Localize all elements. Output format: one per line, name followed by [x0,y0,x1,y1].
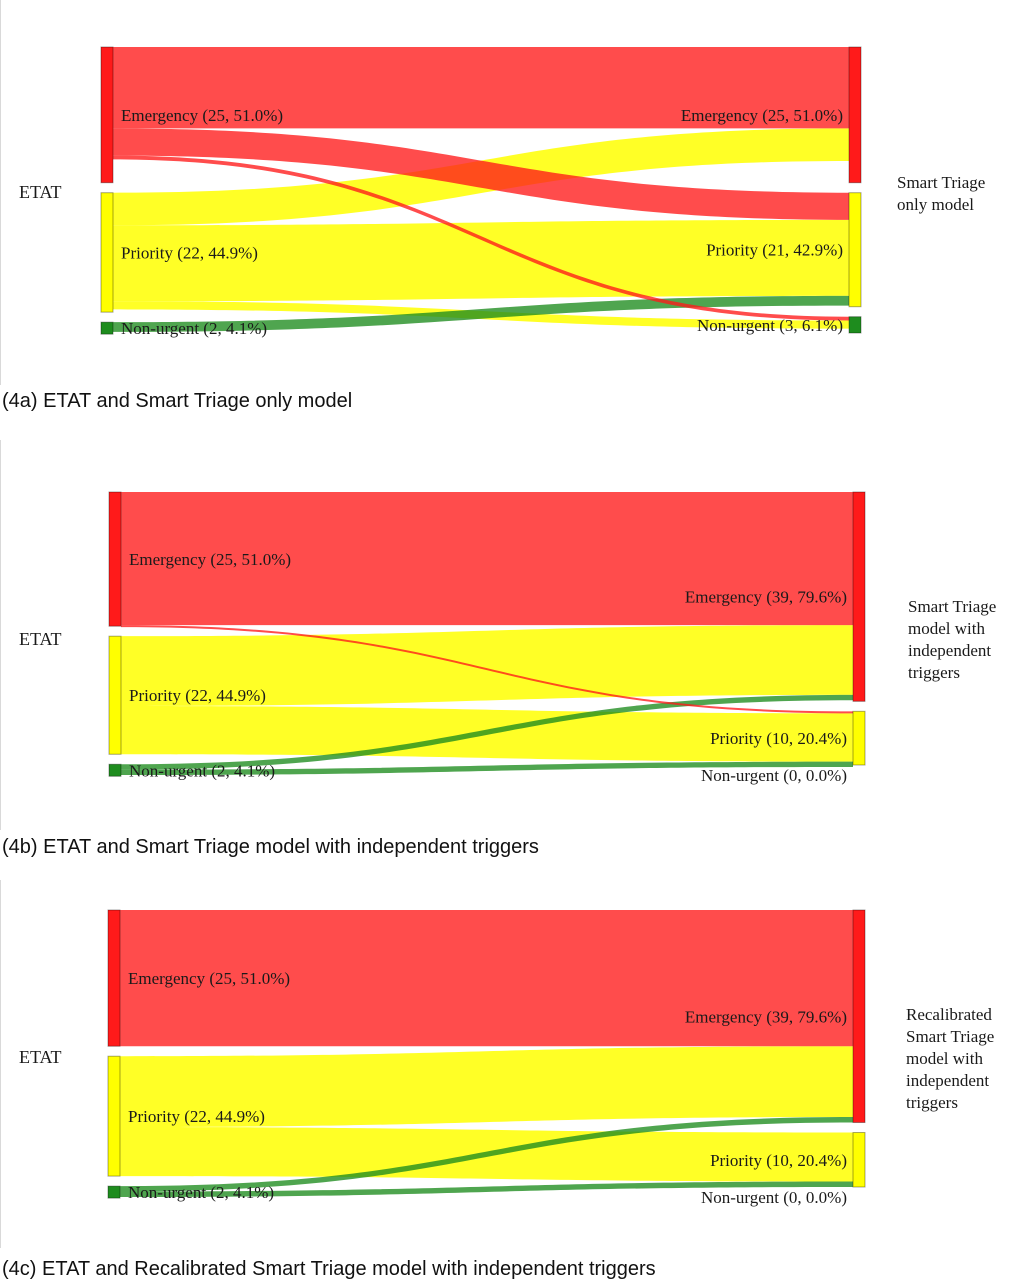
nodes [108,491,866,777]
left-node-label-non-urgent: Non-urgent (2, 4.1%) [129,761,275,780]
right-node-emergency [852,491,866,702]
flows [121,492,853,775]
left-node-label-emergency: Emergency (25, 51.0%) [121,106,283,125]
right-node-label-non-urgent: Non-urgent (3, 6.1%) [697,316,843,335]
flow-non-urgent-to-emergency [121,694,853,770]
right-label-line: independent [908,641,992,660]
right-label-line: Smart Triage [908,597,997,616]
left-node-non-urgent [100,321,114,335]
figure-caption-4a: (4a) ETAT and Smart Triage only model [2,390,353,412]
left-node-label-priority: Priority (22, 44.9%) [129,686,266,705]
node-labels: Emergency (25, 51.0%) Priority (22, 44.9%… [121,106,843,338]
left-node-label-priority: Priority (22, 44.9%) [128,1107,265,1126]
flow-priority-to-priority [113,219,849,302]
flow-non-urgent-to-priority [121,761,853,775]
right-node-label-priority: Priority (10, 20.4%) [710,729,847,748]
sankey-chart-4a: Emergency (25, 51.0%) Priority (22, 44.9%… [100,46,862,338]
left-node-priority [107,1055,121,1177]
right-node-label-emergency: Emergency (39, 79.6%) [685,1007,847,1026]
right-node-emergency [852,909,866,1124]
right-node-label-non-urgent: Non-urgent (0, 0.0%) [701,766,847,785]
right-node-label-non-urgent: Non-urgent (0, 0.0%) [701,1188,847,1207]
left-axis-label: ETAT [19,629,62,649]
right-node-priority [848,192,862,308]
flow-non-urgent-to-emergency [120,1117,853,1192]
left-node-label-emergency: Emergency (25, 51.0%) [128,969,290,988]
right-node-priority [852,1132,866,1188]
right-axis-label: Recalibrated Smart Triage model with ind… [906,1004,994,1114]
left-node-emergency [100,46,114,184]
right-label-line: model with [906,1049,983,1068]
flow-non-urgent-to-priority [120,1181,853,1197]
nodes [107,909,866,1199]
flow-emergency-to-emergency [121,492,853,626]
right-label-line: Recalibrated [906,1005,992,1024]
figure-caption-4b: (4b) ETAT and Smart Triage model with in… [2,836,539,858]
sankey-panel-4b: Emergency (25, 51.0%) Priority (22, 44.9%… [0,440,1016,870]
flows [113,47,849,332]
flow-emergency-to-non-urgent [113,155,849,321]
node-labels: Emergency (25, 51.0%) Priority (22, 44.9%… [129,550,847,785]
sankey-chart-4b: Emergency (25, 51.0%) Priority (22, 44.9%… [108,491,866,785]
left-node-priority [108,635,122,755]
right-node-non-urgent [848,316,862,334]
sankey-panel-4a: Emergency (25, 51.0%) Priority (22, 44.9%… [0,0,1016,420]
right-node-label-emergency: Emergency (25, 51.0%) [681,106,843,125]
flow-priority-to-emergency [121,625,853,706]
nodes [100,46,862,335]
left-node-label-non-urgent: Non-urgent (2, 4.1%) [121,319,267,338]
left-node-non-urgent [107,1185,121,1199]
sankey-chart-4c: Emergency (25, 51.0%) Priority (22, 44.9%… [107,909,866,1207]
left-node-label-priority: Priority (22, 44.9%) [121,243,258,262]
left-node-label-emergency: Emergency (25, 51.0%) [129,550,291,569]
left-node-non-urgent [108,763,122,777]
left-node-priority [100,192,114,313]
right-node-label-emergency: Emergency (39, 79.6%) [685,588,847,607]
right-axis-label: Smart Triage model with independent trig… [908,596,996,684]
panel-border [0,880,1,1248]
right-node-label-priority: Priority (10, 20.4%) [710,1151,847,1170]
right-label-line: Smart Triage [906,1027,995,1046]
right-label-line: independent [906,1071,990,1090]
left-node-label-non-urgent: Non-urgent (2, 4.1%) [128,1183,274,1202]
panel-border [0,440,1,830]
flow-priority-to-emergency [120,1046,853,1128]
figure-caption-4c: (4c) ETAT and Recalibrated Smart Triage … [2,1258,656,1280]
right-label-line: triggers [906,1093,958,1112]
right-node-emergency [848,46,862,184]
flows [120,910,853,1197]
flow-non-urgent-to-priority [113,295,849,332]
left-node-emergency [108,491,122,627]
right-label-line: Smart Triage [897,173,986,192]
left-node-emergency [107,909,121,1047]
left-axis-label: ETAT [19,182,62,202]
flow-emergency-to-emergency [113,47,849,129]
left-axis-label: ETAT [19,1047,62,1067]
flow-emergency-to-emergency [120,910,853,1047]
right-axis-label: Smart Triage only model [897,172,985,216]
right-label-line: only model [897,195,974,214]
right-label-line: triggers [908,663,960,682]
node-labels: Emergency (25, 51.0%) Priority (22, 44.9%… [128,969,847,1207]
sankey-panel-4c: Emergency (25, 51.0%) Priority (22, 44.9%… [0,880,1016,1280]
flow-emergency-to-priority [113,128,849,220]
right-node-priority [852,710,866,766]
flow-emergency-to-priority [121,625,853,714]
panel-border [0,0,1,385]
right-node-label-priority: Priority (21, 42.9%) [706,241,843,260]
right-label-line: model with [908,619,985,638]
